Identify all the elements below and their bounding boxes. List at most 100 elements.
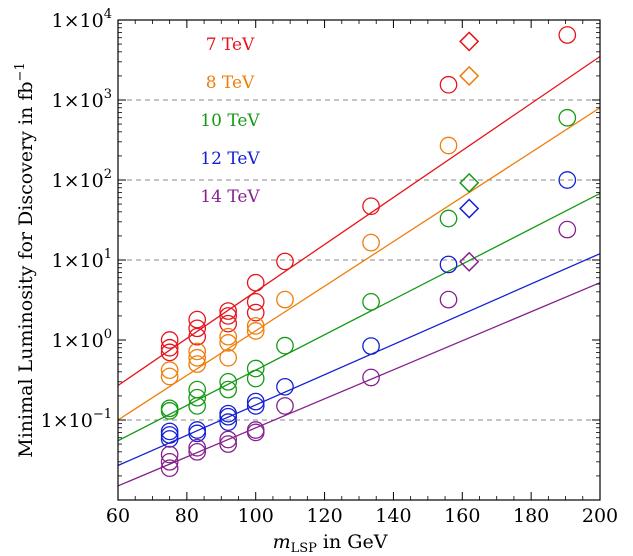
circle-point-7-tev [188,327,207,346]
circle-point-14-tev [362,368,380,387]
circle-point-12-tev [188,421,207,439]
circle-point-8-tev [439,136,458,155]
legend-label-10-tev: 10 TeV [200,111,260,131]
circle-point-8-tev [246,322,265,340]
circle-point-10-tev [276,336,294,355]
circle-point-7-tev [439,75,458,94]
diamond-point-14-tev [459,251,480,272]
circle-point-10-tev [188,397,207,415]
fit-line-12-tev [118,253,600,467]
legend-label-12-tev: 12 TeV [200,149,260,169]
circle-point-14-tev [246,423,265,442]
diamond-point-12-tev [459,198,480,219]
circle-point-14-tev [276,397,294,415]
circle-point-7-tev [246,303,265,322]
y-tick-label: 1×101 [52,247,112,272]
circle-point-7-tev [558,26,577,44]
x-axis-title-sub: LSP [291,541,318,556]
circle-point-10-tev [246,369,265,388]
x-axis-title: mLSP in GeV [273,531,388,556]
circle-point-10-tev [219,380,238,399]
circle-point-12-tev [558,171,577,189]
x-tick-label: 80 [175,505,199,527]
circle-point-8-tev [188,342,207,361]
x-tick-label: 60 [106,505,130,527]
circle-point-12-tev [160,422,179,441]
y-axis-title-sup: −1 [13,62,28,81]
circle-point-7-tev [362,197,380,216]
circle-point-7-tev [246,273,265,292]
fit-line-10-tev [118,192,600,442]
circle-point-8-tev [188,348,207,367]
legend-label-8-tev: 8 TeV [206,73,255,93]
circle-point-10-tev [439,209,458,228]
circle-point-12-tev [246,392,265,411]
x-axis-title-m: m [273,531,291,553]
y-tick-label: 1×100 [52,327,112,352]
circle-point-8-tev [219,334,238,352]
fit-lines [118,55,600,487]
circle-point-7-tev [160,331,179,349]
circle-point-14-tev [188,442,207,461]
x-tick-label: 200 [582,505,618,527]
circle-point-8-tev [276,290,294,309]
circle-point-12-tev [219,404,238,423]
circle-point-10-tev [246,359,265,378]
circle-point-8-tev [246,317,265,335]
x-tick-label: 180 [513,505,549,527]
circle-point-12-tev [246,397,265,415]
circle-point-14-tev [160,459,179,478]
legend-label-7-tev: 7 TeV [206,35,255,55]
circle-point-12-tev [276,377,294,396]
y-tick-label: 1×102 [52,167,112,192]
circle-point-8-tev [160,367,179,386]
diamond-point-7-tev [459,31,480,52]
y-axis-title-main: Minimal Luminosity for Discovery in fb [15,81,37,457]
circle-point-10-tev [160,399,179,418]
circle-point-14-tev [160,452,179,471]
circle-point-12-tev [188,424,207,443]
circle-point-12-tev [362,337,380,355]
y-axis-title: Minimal Luminosity for Discovery in fb−1 [13,62,37,457]
fit-line-14-tev [118,282,600,487]
circle-point-8-tev [160,361,179,379]
y-tick-label: 1×103 [52,87,112,112]
circle-point-14-tev [160,445,179,464]
x-tick-label: 100 [238,505,274,527]
x-tick-label: 120 [306,505,342,527]
data-points [160,26,577,478]
circle-point-10-tev [558,108,577,127]
circle-point-14-tev [188,438,207,457]
diamond-point-10-tev [459,172,480,193]
fit-line-7-tev [118,55,600,387]
circle-point-14-tev [439,290,458,309]
circle-point-7-tev [219,302,238,320]
circle-point-14-tev [219,430,238,449]
circle-point-10-tev [219,372,238,391]
circle-point-10-tev [362,292,380,311]
legend-label-14-tev: 14 TeV [200,187,260,207]
circle-point-12-tev [160,426,179,444]
circle-point-7-tev [160,338,179,357]
circle-point-8-tev [362,233,380,252]
fit-line-8-tev [118,107,600,421]
y-tick-label: 1×104 [52,7,112,32]
circle-point-7-tev [188,319,207,338]
diamond-point-8-tev [459,65,480,86]
legend: 7 TeV 8 TeV 10 TeV 12 TeV 14 TeV [200,35,260,207]
x-tick-label: 160 [444,505,480,527]
circle-point-7-tev [219,314,238,333]
circle-point-14-tev [219,435,238,453]
circle-point-14-tev [558,220,577,239]
circle-point-7-tev [276,252,294,271]
circle-point-7-tev [160,343,179,362]
circle-point-10-tev [188,388,207,407]
circle-point-8-tev [219,348,238,367]
circle-point-12-tev [439,255,458,274]
circle-point-12-tev [160,430,179,448]
x-axis-title-rest: in GeV [317,531,388,553]
circle-point-8-tev [188,355,207,373]
circle-point-7-tev [246,292,265,311]
grid-lines [118,99,600,421]
